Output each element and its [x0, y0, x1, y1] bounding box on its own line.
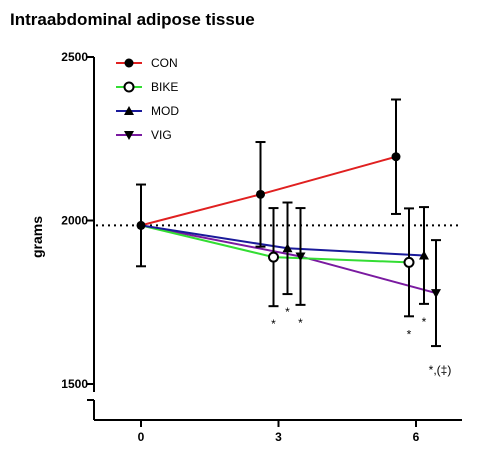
legend-marker [123, 81, 135, 93]
legend-item-con: CON [116, 56, 178, 70]
legend-marker [124, 106, 134, 115]
data-point-mod [282, 243, 293, 253]
series-points-mod [282, 201, 429, 305]
series-points-con [136, 98, 401, 268]
data-point-bike [403, 256, 415, 268]
significance-mark: * [407, 327, 412, 341]
legend-label: BIKE [151, 80, 178, 94]
data-point-con [136, 220, 146, 230]
series-con [140, 155, 397, 227]
legend-label: CON [151, 56, 178, 70]
significance-mark: * [422, 315, 427, 329]
significance-mark: *,(‡) [429, 363, 452, 377]
y-axis-break [87, 391, 101, 401]
series-layer [136, 98, 441, 348]
series-mod [140, 224, 425, 257]
series-line-mod [140, 224, 425, 257]
data-point-bike [268, 251, 279, 263]
legend-item-bike: BIKE [116, 80, 178, 94]
annotations: * * * * * *,(‡) [271, 305, 451, 377]
legend: CON BIKE MOD VIG [116, 56, 179, 142]
data-point-con [256, 189, 265, 199]
legend-marker [124, 58, 134, 68]
series-points-bike [268, 207, 415, 318]
y-tick-label: 2000 [61, 214, 88, 228]
x-tick-label: 0 [138, 430, 145, 444]
legend-marker [124, 131, 134, 140]
series-points-vig [295, 207, 441, 348]
data-point-con [391, 152, 401, 162]
chart-title: Intraabdominal adipose tissue [10, 10, 255, 29]
data-point-vig [295, 252, 306, 262]
legend-item-vig: VIG [116, 128, 172, 142]
x-tick-label: 6 [413, 430, 420, 444]
y-tick-label: 2500 [61, 50, 88, 64]
legend-label: VIG [151, 128, 172, 142]
significance-mark: * [271, 317, 276, 331]
series-line-con [140, 155, 397, 227]
legend-label: MOD [151, 104, 179, 118]
y-tick-label: 1500 [61, 377, 88, 391]
y-axis-label: grams [29, 216, 45, 258]
legend-item-mod: MOD [116, 104, 179, 118]
significance-mark: * [298, 316, 303, 330]
significance-mark: * [285, 305, 290, 319]
axes: 1500 2000 2500 0 3 6 [61, 50, 462, 444]
data-point-vig [431, 289, 441, 299]
data-point-mod [419, 250, 429, 260]
x-tick-label: 3 [275, 430, 282, 444]
